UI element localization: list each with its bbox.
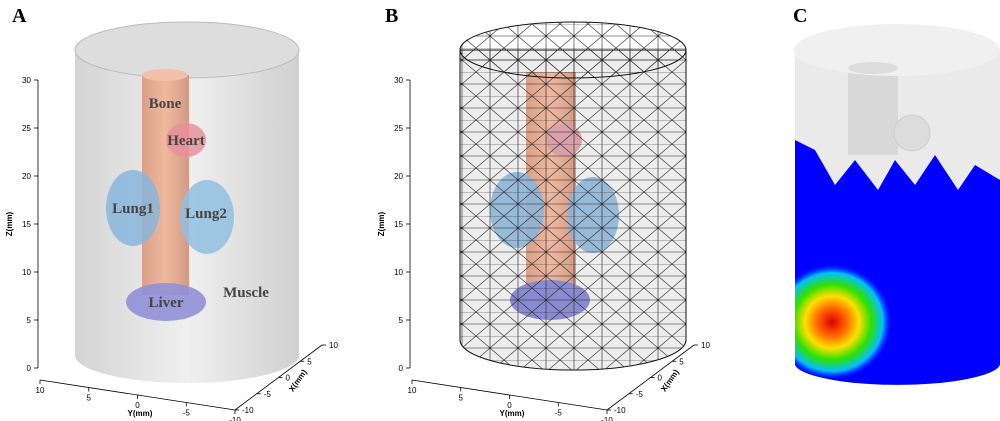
axis-label: Y(mm) <box>500 409 525 418</box>
meshed-cylinder <box>460 22 686 370</box>
panel-label: B <box>385 5 398 27</box>
field-cylinder <box>772 20 1000 400</box>
organ-label: Bone <box>149 96 182 112</box>
tick-label: -5 <box>555 409 563 418</box>
tick-label: -10 <box>229 416 241 421</box>
tick-label: 10 <box>394 268 403 277</box>
tick-label: 15 <box>394 220 403 229</box>
tick-label: -10 <box>614 406 626 415</box>
tick-label: 30 <box>22 76 31 85</box>
axis-label: X(mm) <box>287 368 309 394</box>
axis-label: Y(mm) <box>128 409 153 418</box>
panel-label: C <box>793 5 807 27</box>
organ-label: Liver <box>149 295 184 311</box>
tick-label: 20 <box>394 172 403 181</box>
tick-label: 5 <box>399 316 404 325</box>
cylinder <box>75 22 299 383</box>
tick-label: 0 <box>286 374 291 383</box>
tick-label: -5 <box>183 409 191 418</box>
tick-label: 5 <box>307 357 312 366</box>
axis-label: Z(mm) <box>377 211 386 236</box>
tick-label: 10 <box>22 268 31 277</box>
tick-label: 5 <box>87 394 92 403</box>
axis-label: Z(mm) <box>5 211 14 236</box>
tick-label: 5 <box>459 394 464 403</box>
tick-label: -5 <box>264 390 272 399</box>
tick-label: 0 <box>658 374 663 383</box>
figure: A Bone Heart Lung1 Lung2 Liver Muscle B … <box>0 0 1000 421</box>
tick-label: 25 <box>22 124 31 133</box>
tick-label: 0 <box>399 364 404 373</box>
organ-label: Muscle <box>223 285 269 301</box>
organ-label: Lung1 <box>112 201 154 217</box>
tick-label: 20 <box>22 172 31 181</box>
tick-label: -10 <box>601 416 613 421</box>
axis-label: X(mm) <box>659 368 681 394</box>
organ-label: Lung2 <box>185 206 227 222</box>
tick-label: -5 <box>636 390 644 399</box>
tick-label: 10 <box>36 386 45 395</box>
tick-label: 0 <box>27 364 32 373</box>
tick-label: 15 <box>22 220 31 229</box>
tick-label: 10 <box>701 341 710 350</box>
tick-label: 5 <box>27 316 32 325</box>
tick-label: -10 <box>242 406 254 415</box>
tick-label: 10 <box>329 341 338 350</box>
tick-label: 5 <box>679 357 684 366</box>
tick-label: 30 <box>394 76 403 85</box>
tick-label: 25 <box>394 124 403 133</box>
panel-label: A <box>12 5 27 27</box>
tick-label: 10 <box>408 386 417 395</box>
organ-label: Heart <box>167 133 204 149</box>
